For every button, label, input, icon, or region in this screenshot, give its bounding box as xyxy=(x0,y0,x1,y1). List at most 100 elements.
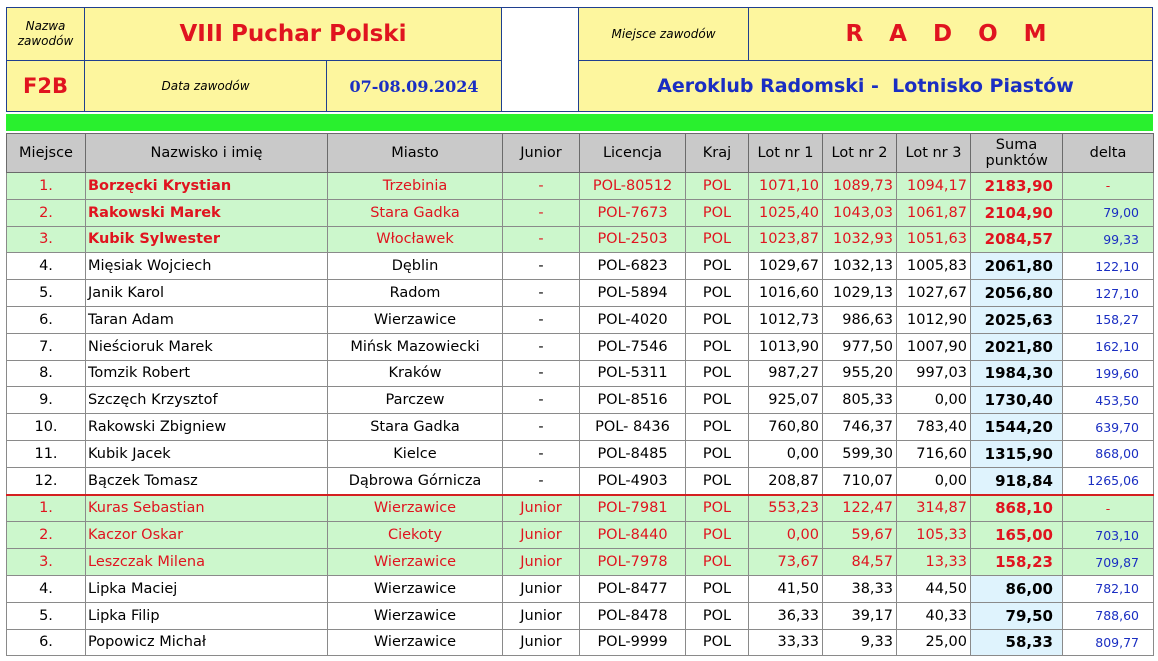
cell-total: 2183,90 xyxy=(970,172,1063,200)
competition-class: F2B xyxy=(6,60,85,112)
cell-round-3: 314,87 xyxy=(896,493,971,523)
cell-junior: - xyxy=(502,386,580,415)
cell-round-2: 1043,03 xyxy=(822,198,897,227)
venue-label: Miejsce zawodów xyxy=(578,7,749,61)
cell-round-1: 1012,73 xyxy=(748,305,823,334)
cell-round-1: 73,67 xyxy=(748,548,823,576)
cell-place: 8. xyxy=(6,359,86,388)
table-row: 2. Kaczor Oskar Ciekoty Junior POL-8440 POL 0,… xyxy=(6,521,1154,550)
cell-junior: Junior xyxy=(502,601,580,630)
cell-city: Ciekoty xyxy=(327,521,503,550)
cell-total: 1730,40 xyxy=(970,386,1063,415)
cell-country: POL xyxy=(685,628,749,657)
table-row: 10. Rakowski Zbigniew Stara Gadka - POL- 843… xyxy=(6,413,1154,441)
cell-place: 5. xyxy=(6,279,86,307)
cell-city: Radom xyxy=(327,279,503,307)
cell-city: Kielce xyxy=(327,439,503,468)
cell-total: 2061,80 xyxy=(970,252,1063,281)
cell-delta: 868,00 xyxy=(1062,439,1154,468)
cell-junior: - xyxy=(502,359,580,388)
cell-license: POL-6823 xyxy=(579,252,686,281)
cell-delta: 453,50 xyxy=(1062,386,1154,415)
cell-round-3: 997,03 xyxy=(896,359,971,388)
cell-round-2: 599,30 xyxy=(822,439,897,468)
cell-junior: - xyxy=(502,332,580,361)
table-row: 6. Taran Adam Wierzawice - POL-4020 POL 1012,7… xyxy=(6,305,1154,334)
cell-junior: - xyxy=(502,198,580,227)
table-row: 2. Rakowski Marek Stara Gadka - POL-7673 POL 1… xyxy=(6,198,1154,227)
cell-total: 868,10 xyxy=(970,493,1063,523)
cell-total: 58,33 xyxy=(970,628,1063,657)
cell-name: Lipka Filip xyxy=(85,601,328,630)
cell-junior: - xyxy=(502,439,580,468)
cell-city: Dęblin xyxy=(327,252,503,281)
cell-name: Leszczak Milena xyxy=(85,548,328,576)
cell-place: 9. xyxy=(6,386,86,415)
cell-round-3: 13,33 xyxy=(896,548,971,576)
cell-name: Nieścioruk Marek xyxy=(85,332,328,361)
cell-city: Wierzawice xyxy=(327,548,503,576)
cell-total: 165,00 xyxy=(970,521,1063,550)
cell-license: POL-7546 xyxy=(579,332,686,361)
cell-round-1: 1029,67 xyxy=(748,252,823,281)
cell-junior: - xyxy=(502,466,580,496)
cell-round-3: 44,50 xyxy=(896,574,971,603)
cell-junior: - xyxy=(502,252,580,281)
column-header-total: Suma punktów xyxy=(970,133,1063,173)
cell-name: Kaczor Oskar xyxy=(85,521,328,550)
table-row: 7. Nieścioruk Marek Mińsk Mazowiecki - POL-7… xyxy=(6,332,1154,361)
cell-country: POL xyxy=(685,279,749,307)
cell-round-3: 1005,83 xyxy=(896,252,971,281)
cell-place: 3. xyxy=(6,225,86,254)
cell-name: Szczęch Krzysztof xyxy=(85,386,328,415)
cell-junior: Junior xyxy=(502,574,580,603)
cell-delta: 122,10 xyxy=(1062,252,1154,281)
cell-delta: 199,60 xyxy=(1062,359,1154,388)
table-row: 4. Mięsiak Wojciech Dęblin - POL-6823 POL 1029… xyxy=(6,252,1154,281)
cell-junior: Junior xyxy=(502,493,580,523)
cell-delta: 703,10 xyxy=(1062,521,1154,550)
cell-junior: - xyxy=(502,413,580,441)
cell-city: Kraków xyxy=(327,359,503,388)
table-row: 4. Lipka Maciej Wierzawice Junior POL-8477 PO… xyxy=(6,574,1154,603)
header-spacer xyxy=(501,7,579,112)
cell-total: 158,23 xyxy=(970,548,1063,576)
competition-city: R A D O M xyxy=(748,7,1153,61)
cell-total: 86,00 xyxy=(970,574,1063,603)
cell-round-3: 40,33 xyxy=(896,601,971,630)
column-header-round-3: Lot nr 3 xyxy=(896,133,971,173)
cell-city: Stara Gadka xyxy=(327,198,503,227)
cell-country: POL xyxy=(685,439,749,468)
separator-bar xyxy=(6,114,1153,131)
cell-country: POL xyxy=(685,332,749,361)
cell-junior: - xyxy=(502,279,580,307)
cell-place: 10. xyxy=(6,413,86,441)
cell-round-2: 59,67 xyxy=(822,521,897,550)
column-header-total-label: Suma punktów xyxy=(985,137,1048,169)
cell-name: Borzęcki Krystian xyxy=(85,172,328,200)
cell-city: Wierzawice xyxy=(327,628,503,657)
cell-country: POL xyxy=(685,225,749,254)
cell-city: Wierzawice xyxy=(327,493,503,523)
cell-name: Janik Karol xyxy=(85,279,328,307)
cell-country: POL xyxy=(685,548,749,576)
cell-city: Stara Gadka xyxy=(327,413,503,441)
competition-venue: Aeroklub Radomski - Lotnisko Piastów xyxy=(578,60,1153,112)
cell-round-1: 33,33 xyxy=(748,628,823,657)
cell-city: Mińsk Mazowiecki xyxy=(327,332,503,361)
cell-total: 2084,57 xyxy=(970,225,1063,254)
cell-name: Kubik Sylwester xyxy=(85,225,328,254)
competition-name-label: Nazwa zawodów xyxy=(6,7,85,61)
cell-round-2: 84,57 xyxy=(822,548,897,576)
cell-name: Mięsiak Wojciech xyxy=(85,252,328,281)
cell-junior: Junior xyxy=(502,628,580,657)
cell-delta: 709,87 xyxy=(1062,548,1154,576)
table-row: 8. Tomzik Robert Kraków - POL-5311 POL 987,27 9… xyxy=(6,359,1154,388)
date-label: Data zawodów xyxy=(84,60,327,112)
cell-round-2: 122,47 xyxy=(822,493,897,523)
cell-name: Bączek Tomasz xyxy=(85,466,328,496)
cell-country: POL xyxy=(685,172,749,200)
column-header-round-1: Lot nr 1 xyxy=(748,133,823,173)
cell-delta: 639,70 xyxy=(1062,413,1154,441)
cell-round-1: 1023,87 xyxy=(748,225,823,254)
